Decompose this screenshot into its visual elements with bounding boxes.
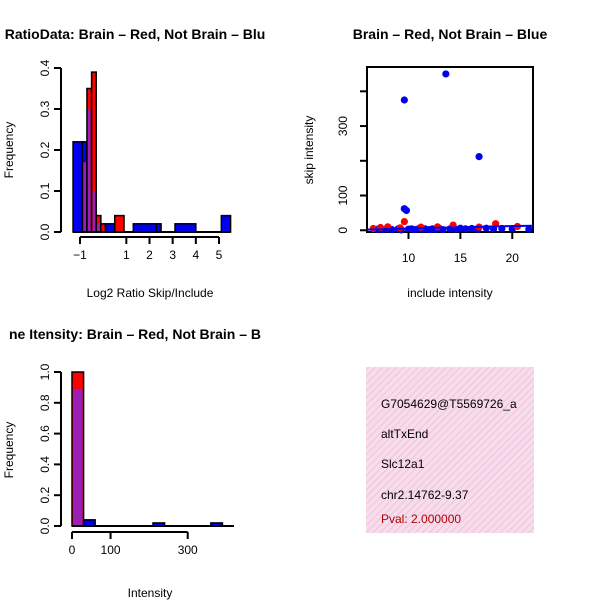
- ratio-histogram: RatioData: Brain – Red, Not Brain – Blu …: [2, 26, 265, 300]
- info-event-type: altTxEnd: [381, 427, 428, 441]
- ratio-histogram-x-tick-label: 1: [123, 248, 130, 262]
- ratio-histogram-y-tick-label: 0.3: [38, 100, 52, 117]
- intensity-histogram: ne Itensity: Brain – Red, Not Brain – B …: [2, 326, 261, 600]
- info-location: chr2.14762-9.37: [381, 488, 469, 502]
- ratio-histogram-y-tick-label: 0.2: [38, 141, 52, 158]
- intensity-histogram-y-tick-label: 0.8: [38, 394, 52, 411]
- intensity-histogram-x-tick-label: 100: [101, 543, 121, 557]
- scatter-point-not-brain: [402, 206, 411, 215]
- ratio-histogram-bar-overlap: [97, 223, 100, 231]
- scatter-point-not-brain: [400, 96, 408, 104]
- ratio-histogram-x-tick-label: 4: [192, 248, 199, 262]
- ratio-histogram-x-tick-label: −1: [73, 248, 87, 262]
- intensity-histogram-bars: [71, 371, 234, 527]
- ratio-histogram-x-tick-label: 2: [146, 248, 153, 262]
- ratio-histogram-x-tick-label: 5: [216, 248, 223, 262]
- scatter-point-brain: [417, 223, 425, 231]
- intensity-histogram-xlabel: Intensity: [128, 586, 173, 600]
- intensity-scatter-title: Brain – Red, Not Brain – Blue: [353, 26, 548, 42]
- ratio-histogram-x-tick-label: 3: [169, 248, 176, 262]
- intensity-histogram-y-tick-label: 0.6: [38, 425, 52, 442]
- ratio-histogram-xlabel: Log2 Ratio Skip/Include: [87, 286, 214, 300]
- intensity-scatter-x-tick-label: 15: [454, 251, 468, 265]
- intensity-histogram-y-tick-label: 1.0: [38, 363, 52, 380]
- ratio-histogram-bar-not-brain: [104, 223, 116, 233]
- intensity-histogram-y-tick-label: 0.2: [38, 487, 52, 504]
- ratio-histogram-bar-not-brain: [174, 223, 197, 233]
- intensity-scatter-x-tick-label: 20: [506, 251, 520, 265]
- info-gene-name: Slc12a1: [381, 457, 425, 471]
- intensity-histogram-x-tick-label: 300: [178, 543, 198, 557]
- scatter-point-not-brain: [475, 153, 483, 161]
- intensity-scatter-frame: [366, 66, 534, 233]
- ratio-histogram-bars: [72, 71, 232, 233]
- ratio-histogram-bar-brain: [114, 214, 125, 233]
- ratio-histogram-ylabel: Frequency: [2, 122, 16, 179]
- intensity-scatter-y-tick-label: 100: [336, 185, 350, 205]
- intensity-histogram-y-tick-label: 0.0: [38, 517, 52, 534]
- ratio-histogram-bar-not-brain: [155, 223, 162, 233]
- intensity-scatter-axes: 10 15 20 0 100 300: [336, 90, 520, 265]
- intensity-scatter-ylabel: skip intensity: [302, 116, 316, 185]
- intensity-histogram-bar-overlap: [73, 388, 83, 525]
- info-event-id: G7054629@T5569726_a: [381, 397, 517, 411]
- intensity-histogram-axes: 0.0 0.2 0.4 0.6 0.8 1.0 0 100 300: [38, 363, 198, 557]
- intensity-scatter-points: [366, 70, 534, 234]
- info-panel: G7054629@T5569726_a altTxEnd Slc12a1 chr…: [366, 367, 534, 533]
- ratio-histogram-bar-overlap: [83, 162, 86, 231]
- scatter-point-not-brain: [525, 225, 533, 233]
- intensity-scatter-y-tick-label: 0: [336, 227, 350, 234]
- ratio-histogram-bar-overlap: [92, 191, 96, 231]
- ratio-histogram-y-tick-label: 0.4: [38, 59, 52, 76]
- intensity-histogram-ylabel: Frequency: [2, 422, 16, 479]
- ratio-histogram-y-tick-label: 0.0: [38, 223, 52, 240]
- scatter-point-brain: [400, 217, 408, 226]
- intensity-histogram-y-tick-label: 0.4: [38, 456, 52, 473]
- intensity-scatter-y-tick-label: 300: [336, 116, 350, 136]
- ratio-histogram-bar-not-brain: [220, 214, 232, 233]
- intensity-scatter-xlabel: include intensity: [407, 286, 492, 300]
- info-pval: Pval: 2.000000: [381, 512, 461, 526]
- ratio-histogram-bar-not-brain: [72, 141, 84, 233]
- ratio-histogram-title: RatioData: Brain – Red, Not Brain – Blu: [5, 26, 266, 42]
- ratio-histogram-bar-overlap: [87, 109, 91, 231]
- intensity-histogram-title: ne Itensity: Brain – Red, Not Brain – B: [9, 326, 261, 342]
- scatter-point-not-brain: [442, 70, 450, 78]
- ratio-histogram-axes: 0.0 0.1 0.2 0.3 0.4 −1 1 2 3 4 5: [38, 59, 223, 262]
- ratio-histogram-y-tick-label: 0.1: [38, 182, 52, 199]
- intensity-scatter-x-tick-label: 10: [402, 251, 416, 265]
- intensity-scatter: Brain – Red, Not Brain – Blue include in…: [302, 26, 547, 300]
- ratio-histogram-bar-not-brain: [132, 223, 158, 233]
- scatter-trend-line: [366, 224, 534, 231]
- info-panel-background: [366, 367, 534, 533]
- intensity-histogram-x-tick-label: 0: [69, 543, 76, 557]
